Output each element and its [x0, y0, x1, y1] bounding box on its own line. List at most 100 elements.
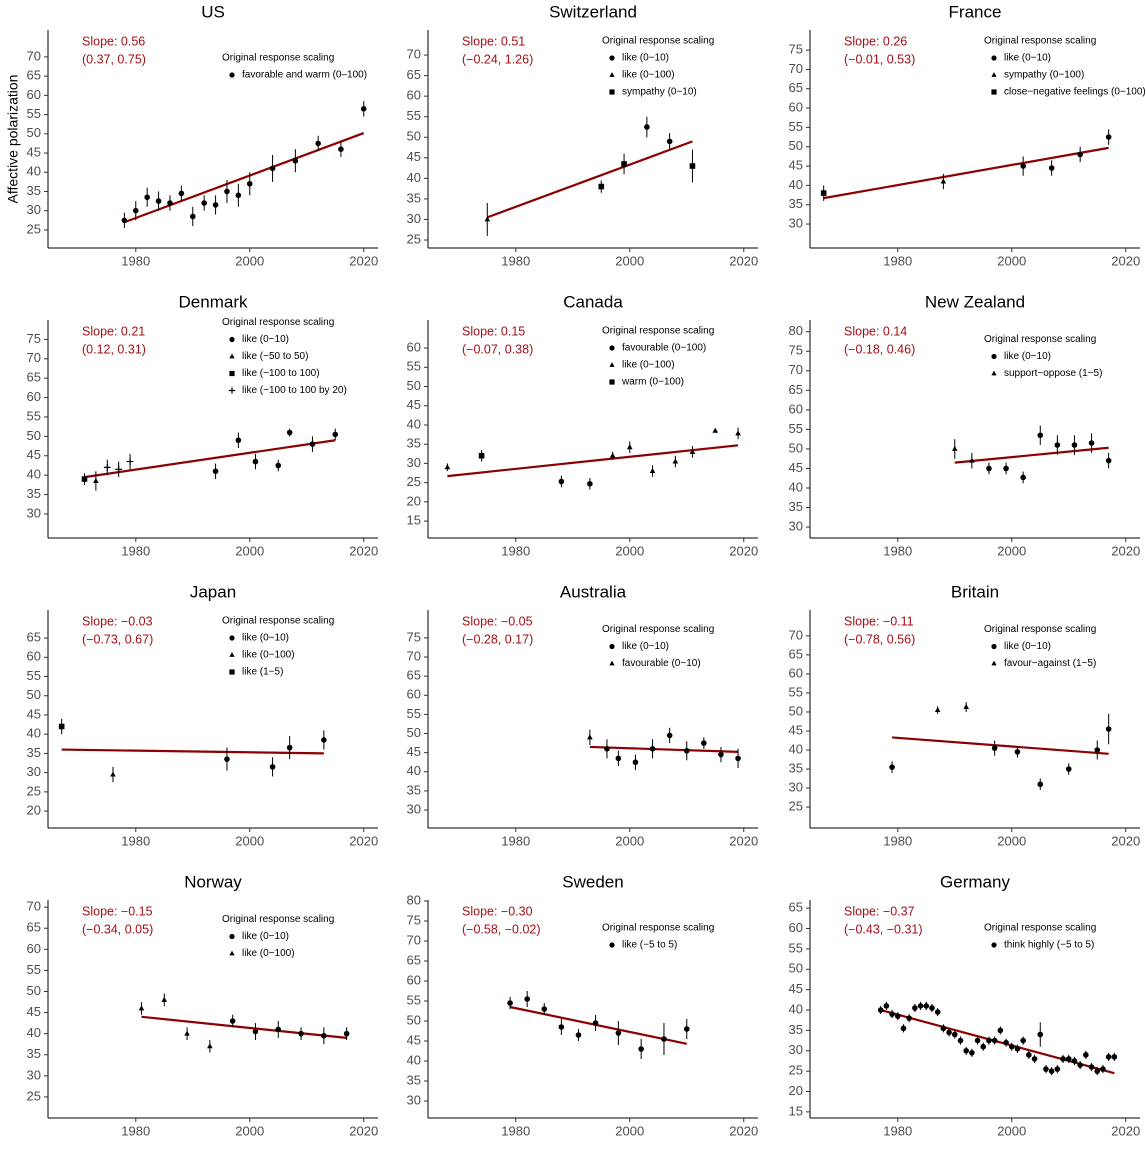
slope-annotation: Slope: −0.37 — [844, 904, 915, 918]
y-tick-label: 35 — [27, 183, 41, 198]
point-marker — [894, 1013, 901, 1019]
slope-annotation: Slope: 0.56 — [82, 34, 145, 48]
y-tick-label: 50 — [789, 961, 803, 976]
y-tick-label: 30 — [407, 455, 421, 470]
y-tick-label: 30 — [407, 211, 421, 226]
legend-marker — [609, 660, 615, 666]
slope-annotation: Slope: 0.14 — [844, 324, 907, 338]
y-tick-label: 65 — [789, 900, 803, 915]
legend-marker — [229, 336, 235, 343]
point-marker — [524, 996, 530, 1002]
point-marker — [309, 441, 316, 447]
slope-annotation: Slope: 0.15 — [462, 324, 525, 338]
point-marker — [1094, 747, 1101, 753]
point-marker — [917, 1003, 924, 1009]
y-tick-label: 70 — [407, 648, 421, 663]
legend-marker — [991, 89, 997, 95]
y-tick-label: 35 — [789, 196, 803, 211]
point-marker — [541, 1006, 548, 1012]
point-marker — [81, 476, 88, 482]
y-tick-label: 70 — [789, 627, 803, 642]
point-marker — [974, 1037, 981, 1044]
point-marker — [986, 1037, 992, 1044]
legend-label: like (0−10) — [1004, 351, 1051, 362]
y-tick-label: 50 — [407, 378, 421, 393]
legend-title: Original response scaling — [602, 326, 714, 337]
point-marker — [558, 1024, 565, 1030]
x-tick-label: 2000 — [997, 833, 1026, 848]
y-tick-label: 35 — [789, 499, 803, 514]
point-marker — [252, 1028, 259, 1035]
y-tick-label: 40 — [407, 763, 421, 778]
point-marker — [1100, 1066, 1106, 1072]
y-tick-label: 65 — [789, 646, 803, 661]
y-tick-label: 65 — [27, 68, 41, 83]
legend-label: like (0−100) — [242, 650, 295, 661]
point-marker — [598, 183, 605, 190]
x-tick-label: 2000 — [997, 543, 1026, 558]
point-marker — [1020, 163, 1026, 169]
legend-marker — [991, 660, 997, 666]
x-tick-label: 2020 — [729, 253, 758, 268]
point-marker — [1008, 1043, 1015, 1050]
y-tick-label: 40 — [27, 164, 41, 179]
legend-marker — [609, 345, 615, 351]
slope-annotation: Slope: −0.05 — [462, 614, 533, 628]
point-marker — [644, 124, 650, 130]
slope-annotation: (0.12, 0.31) — [82, 342, 146, 356]
y-tick-label: 30 — [27, 1067, 41, 1082]
x-tick-label: 2020 — [1111, 1123, 1140, 1138]
y-tick-label: 40 — [407, 416, 421, 431]
point-marker — [275, 1026, 282, 1033]
y-axis-label: Affective polarization — [5, 75, 21, 204]
y-tick-label: 65 — [27, 920, 41, 935]
point-marker — [621, 161, 627, 167]
y-tick-label: 60 — [407, 88, 421, 103]
y-tick-label: 70 — [27, 48, 41, 63]
x-tick-label: 2020 — [349, 833, 378, 848]
point-marker — [683, 747, 690, 754]
y-tick-label: 25 — [789, 1063, 803, 1078]
x-tick-label: 2000 — [235, 1123, 264, 1138]
point-marker — [275, 462, 282, 469]
x-tick-label: 2020 — [729, 1123, 758, 1138]
x-tick-label: 2020 — [349, 253, 378, 268]
y-tick-label: 60 — [789, 665, 803, 680]
point-marker — [877, 1007, 884, 1013]
y-tick-label: 55 — [407, 706, 421, 721]
y-tick-label: 70 — [27, 899, 41, 914]
point-marker — [1077, 1062, 1083, 1068]
slope-annotation: (−0.18, 0.46) — [844, 342, 915, 356]
point-marker — [1014, 1045, 1021, 1052]
legend-label: favourable (0−10) — [622, 658, 701, 669]
point-marker — [224, 188, 230, 195]
y-tick-label: 35 — [407, 1072, 421, 1087]
y-tick-label: 65 — [27, 630, 41, 645]
y-tick-label: 70 — [407, 47, 421, 62]
point-marker — [338, 146, 344, 152]
slope-annotation: (−0.28, 0.17) — [462, 632, 533, 646]
y-tick-label: 30 — [27, 202, 41, 217]
point-marker — [224, 756, 230, 762]
y-tick-label: 55 — [789, 421, 803, 436]
point-marker — [93, 477, 99, 483]
y-tick-label: 70 — [27, 350, 41, 365]
legend-label: like (0−100) — [242, 948, 295, 959]
y-tick-label: 50 — [27, 687, 41, 702]
x-tick-label: 2020 — [729, 833, 758, 848]
x-tick-label: 2000 — [235, 253, 264, 268]
legend-label: like (−100 to 100 by 20) — [242, 385, 347, 396]
trend-line — [123, 132, 365, 224]
point-marker — [103, 464, 111, 471]
legend-marker — [609, 379, 615, 385]
y-tick-label: 50 — [407, 725, 421, 740]
point-marker — [1048, 165, 1055, 171]
y-tick-label: 50 — [789, 440, 803, 455]
y-tick-label: 35 — [789, 760, 803, 775]
legend-label: like (0−10) — [1004, 641, 1051, 652]
y-tick-label: 40 — [27, 467, 41, 482]
point-marker — [712, 427, 719, 433]
point-marker — [672, 458, 679, 464]
x-tick-label: 2000 — [615, 833, 644, 848]
point-marker — [649, 746, 656, 752]
